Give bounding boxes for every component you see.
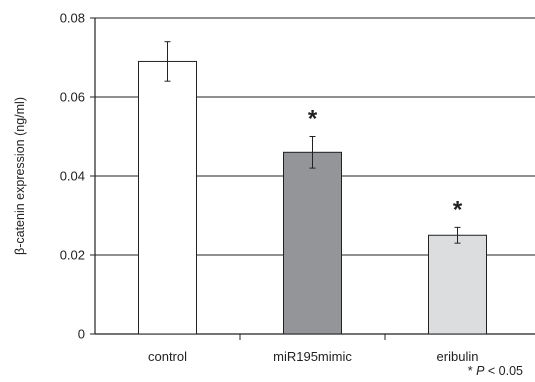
x-tick-label: miR195mimic bbox=[273, 349, 352, 364]
y-tick-label: 0.06 bbox=[60, 90, 85, 105]
y-axis-label: β-catenin expression (ng/ml) bbox=[13, 97, 27, 255]
x-tick-label: eribulin bbox=[437, 349, 479, 364]
significance-marker: * bbox=[308, 106, 318, 133]
significance-marker: * bbox=[453, 196, 463, 223]
bar-eribulin bbox=[428, 234, 487, 335]
bar-miR195mimic bbox=[283, 151, 342, 335]
y-tick-label: 0.08 bbox=[60, 11, 85, 26]
footnote-star: * bbox=[467, 364, 473, 378]
footnote-p-label: P bbox=[476, 364, 485, 378]
y-tick-label: 0 bbox=[78, 327, 85, 342]
y-tick-label: 0.04 bbox=[60, 169, 85, 184]
y-tick-label: 0.02 bbox=[60, 248, 85, 263]
footnote-condition: < 0.05 bbox=[487, 364, 523, 378]
bar-control bbox=[138, 60, 197, 335]
x-tick-label: control bbox=[148, 349, 187, 364]
significance-footnote: * P < 0.05 bbox=[468, 364, 523, 378]
